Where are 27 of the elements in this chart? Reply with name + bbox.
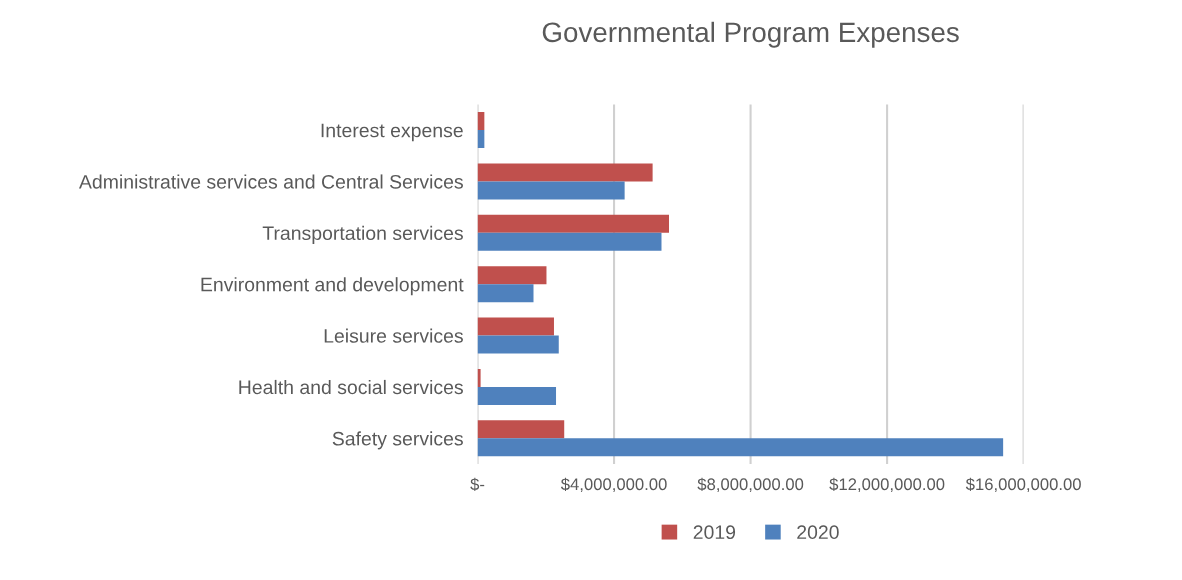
- bar: [477, 438, 1004, 457]
- y-tick-label: Leisure services: [324, 328, 463, 343]
- bar: [477, 163, 653, 182]
- bar: [477, 335, 559, 354]
- bar: [477, 232, 662, 251]
- chart-title: Governmental Program Expenses: [542, 21, 959, 48]
- y-tick-label: Interest expense: [321, 123, 463, 142]
- y-tick-label: Environment and development: [201, 277, 464, 296]
- legend-label: 2019: [693, 525, 736, 540]
- y-tick-label: Safety services: [332, 431, 463, 450]
- legend-label: 2020: [797, 525, 839, 540]
- bar: [477, 266, 547, 285]
- x-tick-label: $16,000,000.00: [965, 477, 1081, 493]
- bar: [477, 284, 534, 303]
- y-tick-label: Transportation services: [262, 225, 463, 244]
- x-tick-label: $4,000,000.00: [560, 477, 667, 493]
- bar: [477, 214, 669, 233]
- bar: [477, 386, 557, 405]
- y-tick-label: Health and social services: [239, 379, 463, 395]
- bar: [477, 317, 554, 336]
- x-tick-label: $12,000,000.00: [829, 477, 945, 493]
- bar: [477, 368, 481, 387]
- bar: [477, 420, 565, 439]
- y-tick-label: Administrative services and Central Services: [78, 174, 463, 189]
- bar: [477, 181, 625, 200]
- x-tick-label: $8,000,000.00: [697, 477, 804, 493]
- x-tick-label: $-: [470, 477, 485, 492]
